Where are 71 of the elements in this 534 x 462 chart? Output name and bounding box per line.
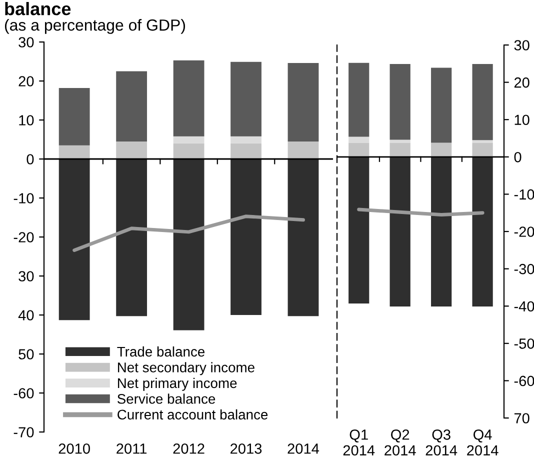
legend-label: Service balance <box>117 394 216 404</box>
bar <box>58 159 90 320</box>
bar <box>230 136 262 144</box>
y2-tick-label: -30 <box>514 264 534 274</box>
bar <box>173 159 204 330</box>
bar <box>116 159 148 316</box>
bar <box>230 62 262 136</box>
bar <box>116 141 148 159</box>
bar <box>390 64 410 140</box>
y-tick-label: -70 <box>14 427 34 438</box>
y2-tick-label: 20 <box>514 77 530 88</box>
bar <box>431 142 452 157</box>
bar <box>348 156 370 304</box>
bar <box>58 88 90 146</box>
chart-title: balance <box>5 2 71 16</box>
bar <box>472 140 493 143</box>
bar <box>431 68 452 143</box>
y-tick-label: 50 <box>18 349 34 360</box>
bar <box>390 156 410 306</box>
bar <box>390 140 410 143</box>
legend-label: Net secondary income <box>118 362 254 376</box>
bar <box>288 63 319 142</box>
y2-tick-label: -40 <box>514 301 534 312</box>
y2-tick-label: 70 <box>514 413 530 424</box>
bar <box>116 71 148 142</box>
bar <box>288 141 319 159</box>
bar <box>390 142 410 157</box>
legend-label: Net primary income <box>118 378 237 391</box>
y2-tick-label: -20 <box>514 226 534 237</box>
y-tick-label: -10 <box>14 193 34 204</box>
y-tick-label: -20 <box>14 232 34 242</box>
y-tick-label: 40 <box>18 310 34 320</box>
x-tick-label: Q1 2014 <box>343 429 375 456</box>
bar <box>173 60 204 136</box>
x-tick-label: 2013 <box>230 443 262 454</box>
bar <box>472 156 493 306</box>
x-tick-label: Q4 2014 <box>467 429 498 456</box>
bar <box>431 156 452 306</box>
bar <box>58 145 90 159</box>
x-tick-label: 2011 <box>116 443 147 454</box>
y-tick-label: 0 <box>26 154 34 164</box>
y2-tick-label: 10 <box>514 114 530 126</box>
y2-tick-label: 0 <box>514 152 522 162</box>
y-tick-label: 20 <box>18 76 34 86</box>
legend-label: Trade balance <box>117 346 205 357</box>
y-tick-label: -60 <box>14 388 34 398</box>
x-tick-label: Q3 2014 <box>426 429 458 456</box>
chart-subtitle: (as a percentage of GDP) <box>4 19 186 34</box>
bar <box>348 142 370 157</box>
y2-tick-label: 30 <box>514 40 530 50</box>
x-tick-label: 2010 <box>58 443 90 454</box>
legend-label: Current account balance <box>118 409 268 420</box>
bar <box>472 64 493 140</box>
x-tick-label: 2014 <box>288 443 320 454</box>
bar <box>288 159 319 316</box>
bar <box>173 136 204 144</box>
y-tick-label: 30 <box>18 271 34 282</box>
y2-tick-label: -10 <box>514 189 534 200</box>
x-tick-label: 2012 <box>173 443 204 454</box>
bar <box>472 142 493 157</box>
bar <box>173 143 204 159</box>
bar <box>348 136 370 143</box>
line-series <box>72 214 305 252</box>
bar <box>230 159 262 315</box>
y2-tick-label: -50 <box>514 338 534 349</box>
x-tick-label: Q2 2014 <box>384 429 416 456</box>
bar <box>348 62 370 137</box>
y-tick-label: 10 <box>19 115 34 126</box>
y-tick-label: 30 <box>18 37 34 48</box>
bar <box>230 143 262 159</box>
y2-tick-label: -60 <box>514 376 534 386</box>
